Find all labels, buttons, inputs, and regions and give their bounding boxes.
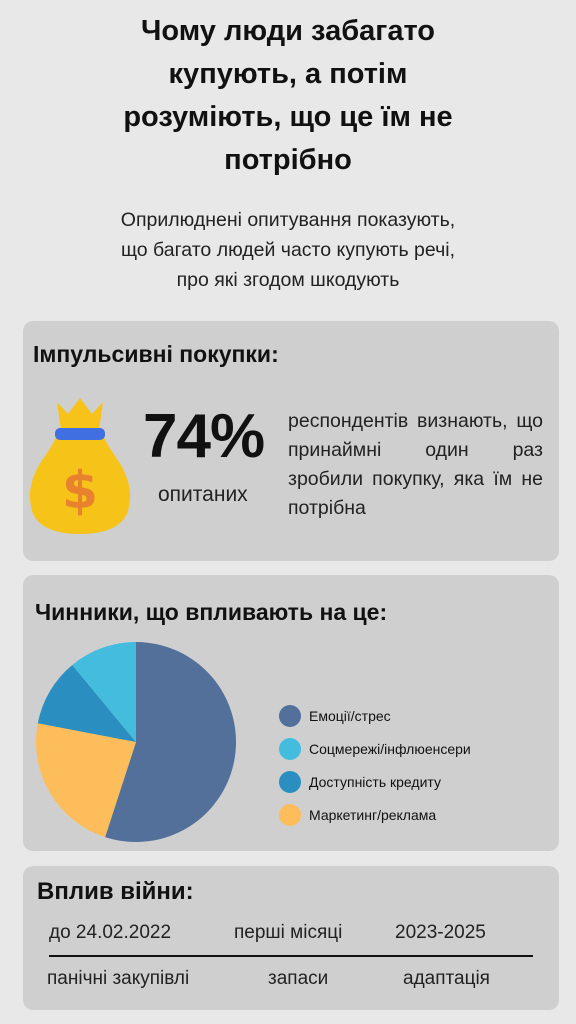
- factors-pie-chart: [35, 642, 237, 842]
- chart-legend: Емоції/стрес Соцмережі/інфлюенсери Досту…: [279, 699, 471, 831]
- impulse-description: респондентів визнають, що принаймні один…: [288, 410, 543, 519]
- subtitle-line: про які згодом шкодують: [176, 269, 400, 291]
- legend-item: Емоції/стрес: [279, 699, 471, 732]
- war-impact-card: Вплив війни: до 24.02.2022 перші місяці …: [23, 866, 559, 1010]
- factors-card: Чинники, що впливають на це: Емоції/стре…: [23, 575, 559, 851]
- legend-label: Доступність кредиту: [309, 773, 441, 790]
- impulse-value: 74%: [143, 402, 265, 471]
- timeline-phase: запаси: [268, 968, 329, 989]
- legend-swatch: [279, 704, 301, 727]
- impulse-card: Імпульсивні покупки: $ 74% опитаних респ…: [23, 321, 559, 561]
- title-line: Чому люди забагато: [140, 15, 435, 47]
- svg-text:$: $: [62, 461, 98, 521]
- pie-slice-Соцмережі/інфлюенсери: [72, 642, 136, 742]
- timeline-phase: адаптація: [403, 968, 490, 989]
- page-subtitle: Оприлюднені опитування показують, що баг…: [40, 205, 536, 295]
- legend-label: Маркетинг/реклама: [309, 806, 437, 823]
- title-line: потрібно: [224, 144, 352, 176]
- pie-slice-Доступність кредиту: [37, 664, 137, 742]
- timeline-divider: [49, 955, 533, 957]
- legend-item: Соцмережі/інфлюенсери: [279, 732, 471, 765]
- legend-item: Маркетинг/реклама: [279, 798, 471, 831]
- legend-label: Емоції/стрес: [309, 707, 391, 724]
- legend-swatch: [279, 803, 301, 826]
- timeline-period: до 24.02.2022: [49, 922, 172, 943]
- pie-slice-Маркетинг/реклама: [35, 723, 136, 838]
- title-line: купують, а потім: [168, 58, 408, 90]
- subtitle-line: Оприлюднені опитування показують,: [120, 209, 456, 231]
- pie-slice-Емоції/стрес: [105, 642, 237, 842]
- timeline-period: 2023-2025: [395, 922, 486, 943]
- legend-swatch: [279, 770, 301, 793]
- timeline-phase: панічні закупівлі: [47, 968, 190, 989]
- timeline-period: перші місяці: [234, 922, 343, 943]
- impulse-value-label: опитаних: [158, 483, 248, 506]
- money-bag-icon: $: [29, 398, 131, 534]
- page-title: Чому люди забагато купують, а потім розу…: [60, 10, 516, 182]
- impulse-title: Імпульсивні покупки:: [33, 341, 279, 367]
- legend-swatch: [279, 737, 301, 760]
- legend-label: Соцмережі/інфлюенсери: [309, 740, 471, 757]
- factors-title: Чинники, що впливають на це:: [35, 599, 388, 625]
- subtitle-line: що багато людей часто купують речі,: [120, 239, 456, 261]
- war-title: Вплив війни:: [37, 878, 194, 905]
- legend-item: Доступність кредиту: [279, 765, 471, 798]
- title-line: розуміють, що це їм не: [123, 101, 453, 133]
